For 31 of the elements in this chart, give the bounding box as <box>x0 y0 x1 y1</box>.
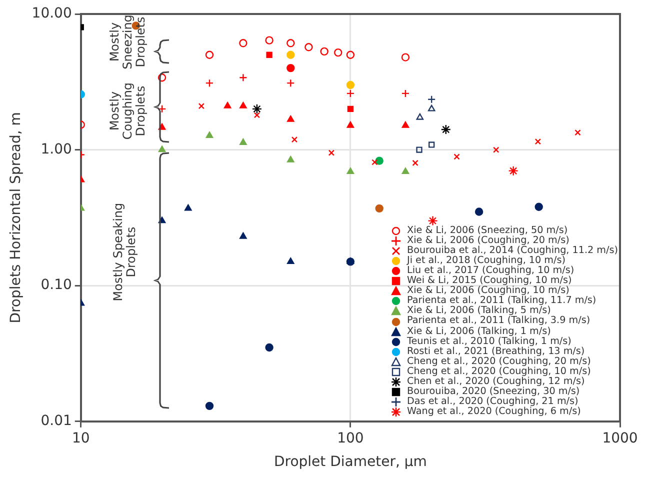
legend-label: Xie & Li, 2006 (Coughing, 10 m/s) <box>407 285 570 296</box>
legend-label: Ji et al., 2018 (Coughing, 10 m/s) <box>407 254 566 266</box>
y-tick-label: 1.00 <box>40 141 72 158</box>
x-tick-label: 1000 <box>602 430 638 446</box>
legend-label: Cheng et al., 2020 (Coughing, 10 m/s) <box>407 366 591 377</box>
legend-label: Wei & Li, 2015 (Coughing, 10 m/s) <box>407 275 572 286</box>
x-axis-title: Droplet Diameter, μm <box>274 454 427 470</box>
x-tick-label: 10 <box>72 430 90 446</box>
legend-label: Teunis et al., 2010 (Talking, 1 m/s) <box>407 336 572 347</box>
y-axis-title: Droplets Horizontal Spread, m <box>8 112 24 324</box>
legend-label: Xie & Li, 2006 (Sneezing, 50 m/s) <box>407 224 568 236</box>
legend-label: Wang et al., 2020 (Coughing, 6 m/s) <box>407 406 581 418</box>
legend-label: Cheng et al., 2020 (Coughing, 20 m/s) <box>407 356 591 367</box>
legend-label: Parienta et al., 2011 (Talking, 11.7 m/s) <box>407 295 596 306</box>
annotation: Mostly Coughing Droplets <box>108 81 148 142</box>
legend-label: Bourouiba et al., 2014 (Coughing, 11.2 m/s) <box>407 244 618 256</box>
y-tick-label: 0.10 <box>40 277 72 294</box>
legend-label: Bourouiba, 2020 (Sneezing, 30 m/s) <box>407 386 580 398</box>
legend-label: Parienta et al., 2011 (Talking, 3.9 m/s) <box>407 315 590 326</box>
legend-label: Xie & Li, 2006 (Talking, 1 m/s) <box>407 326 551 337</box>
x-tick-label: 100 <box>337 430 364 446</box>
legend-label: Xie & Li, 2006 (Talking, 5 m/s) <box>407 305 551 316</box>
legend-label: Chen et al., 2020 (Coughing, 12 m/s) <box>407 376 585 388</box>
legend-label: Das et al., 2020 (Coughing, 21 m/s) <box>407 396 578 408</box>
legend-label: Rosti et al., 2021 (Breathing, 13 m/s) <box>407 346 585 357</box>
legend-label: Liu et al., 2017 (Coughing, 10 m/s) <box>407 264 574 276</box>
y-tick-label: 0.01 <box>40 413 72 430</box>
y-tick-label: 10.00 <box>32 6 72 22</box>
annotation: Mostly Sneezing Droplets <box>108 14 148 72</box>
annotation: Mostly Speaking Droplets <box>111 202 138 304</box>
legend-label: Xie & Li, 2006 (Coughing, 20 m/s) <box>407 234 570 246</box>
